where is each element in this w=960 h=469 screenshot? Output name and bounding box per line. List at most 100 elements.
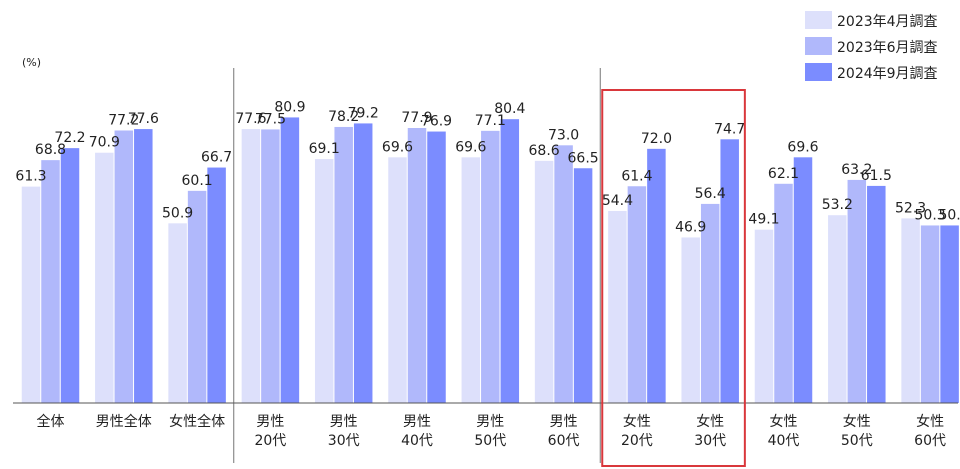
- value-label-10-0: 49.1: [748, 212, 779, 228]
- category-label-11-0: 女性: [843, 413, 871, 430]
- value-labels: 61.368.872.2 70.977.277.650.960.166.777.6…: [15, 99, 960, 235]
- value-label-10-2: 69.6: [787, 139, 818, 155]
- category-label-12-0: 女性: [916, 413, 944, 430]
- bar-4-1: [334, 126, 353, 403]
- value-label-3-1: 77.5: [255, 111, 286, 127]
- bar-5-2: [427, 131, 446, 403]
- bar-12-1: [920, 225, 940, 403]
- bar-10-2: [793, 157, 813, 403]
- category-label-4-0: 男性: [330, 414, 358, 430]
- value-label-3-2: 80.9: [274, 99, 305, 115]
- value-label-10-1: 62.1: [768, 166, 799, 182]
- value-label-5-1: 77.9: [401, 110, 432, 126]
- bar-10-1: [774, 183, 793, 403]
- bar-7-2: [573, 168, 593, 403]
- category-label-2-0: 女性全体: [169, 413, 225, 430]
- category-label-5-0: 男性: [403, 414, 431, 430]
- value-label-7-1: 73.0: [548, 127, 579, 143]
- bar-2-2: [207, 167, 226, 403]
- value-label-12-0: 52.3: [895, 200, 926, 216]
- legend-swatch-1: [805, 37, 832, 55]
- value-label-1-0: 70.9: [89, 135, 120, 151]
- category-label-9-1: 30代: [694, 433, 726, 449]
- bar-12-2: [940, 225, 959, 403]
- category-label-9-0: 女性: [696, 413, 724, 430]
- bar-12-0: [901, 218, 920, 403]
- value-label-11-0: 53.2: [822, 197, 853, 213]
- category-label-10-0: 女性: [770, 413, 798, 430]
- value-label-0-2: 72.2: [54, 130, 85, 146]
- category-label-12-1: 60代: [914, 433, 946, 449]
- bar-11-1: [847, 179, 867, 403]
- value-label-7-0: 68.6: [529, 143, 560, 159]
- bar-4-0: [314, 159, 334, 403]
- bar-5-1: [407, 128, 427, 403]
- category-label-5-1: 40代: [401, 433, 433, 449]
- category-labels: 全体 男性全体 女性全体 男性 20代 男性 30代 男性 40代 男性 50代 男性 60代 女性 20代…: [37, 413, 947, 449]
- value-label-9-2: 74.7: [714, 121, 745, 137]
- category-label-8-0: 女性: [623, 413, 651, 430]
- value-label-0-0: 61.3: [15, 169, 46, 185]
- category-label-10-1: 40代: [768, 433, 800, 449]
- category-label-6-1: 50代: [474, 433, 506, 449]
- value-label-7-2: 66.5: [568, 150, 599, 166]
- category-label-0-0: 全体: [37, 413, 65, 430]
- highlight-box: [601, 89, 746, 467]
- value-label-12-1: 50.3: [915, 207, 946, 223]
- legend: 2023年4月調査 2023年6月調査 2024年9月調査: [805, 11, 938, 82]
- value-label-2-0: 50.9: [162, 205, 193, 221]
- bar-4-2: [353, 123, 373, 403]
- bar-6-0: [461, 157, 481, 403]
- legend-label-2: 2024年9月調査: [837, 66, 938, 82]
- value-label-12-2: 50.: [938, 207, 960, 223]
- value-label-6-1: 77.1: [475, 113, 506, 129]
- value-label-4-1: 78.2: [328, 109, 359, 125]
- bar-7-0: [534, 160, 554, 403]
- value-label-9-0: 46.9: [675, 219, 706, 235]
- value-label-9-1: 56.4: [695, 186, 726, 202]
- value-label-5-2: 76.9: [421, 114, 452, 130]
- bar-9-0: [681, 237, 700, 403]
- value-label-3-0: 77.6: [235, 111, 266, 127]
- bar-10-0: [754, 229, 774, 403]
- bar-8-2: [647, 148, 666, 403]
- bar-8-0: [608, 210, 627, 403]
- bar-5-0: [388, 157, 407, 403]
- value-label-1-1: 77.2: [108, 112, 139, 128]
- bar-2-0: [168, 223, 187, 403]
- bar-6-2: [500, 119, 520, 404]
- category-label-3-1: 20代: [254, 433, 286, 449]
- value-label-4-0: 69.1: [309, 141, 340, 157]
- category-label-11-1: 50代: [841, 433, 873, 449]
- value-label-8-2: 72.0: [641, 131, 672, 147]
- bars: [21, 117, 959, 404]
- bar-1-0: [95, 152, 114, 403]
- bar-3-0: [241, 129, 261, 403]
- value-label-0-1: 68.8: [35, 142, 66, 158]
- category-label-3-0: 男性: [256, 414, 284, 430]
- legend-label-1: 2023年6月調査: [837, 40, 938, 56]
- value-label-1-2: 77.6: [128, 111, 159, 127]
- legend-label-0: 2023年4月調査: [837, 14, 938, 30]
- bar-0-0: [21, 186, 41, 403]
- category-label-8-1: 20代: [621, 433, 653, 449]
- bar-7-1: [554, 145, 573, 403]
- bar-1-2: [134, 129, 153, 403]
- bar-11-2: [867, 185, 886, 403]
- category-label-7-0: 男性: [550, 414, 578, 430]
- bar-3-1: [261, 129, 280, 404]
- group-separators: [233, 68, 601, 463]
- value-label-11-1: 63.2: [841, 162, 872, 178]
- value-label-8-0: 54.4: [602, 193, 633, 209]
- value-label-2-1: 60.1: [182, 173, 213, 189]
- bar-2-1: [187, 190, 207, 403]
- category-label-1-0: 男性全体: [96, 413, 152, 430]
- legend-swatch-0: [805, 11, 832, 29]
- bar-1-1: [114, 130, 134, 403]
- bar-9-2: [720, 139, 739, 403]
- value-label-6-2: 80.4: [494, 101, 525, 117]
- bar-8-1: [627, 186, 647, 403]
- unit-label: (%): [22, 56, 41, 69]
- bar-6-1: [481, 130, 500, 403]
